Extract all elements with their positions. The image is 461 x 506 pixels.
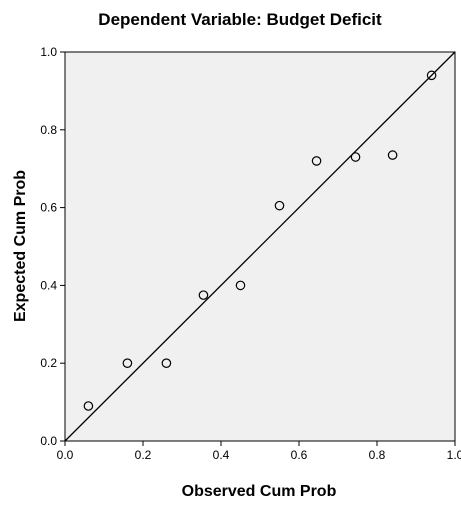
data-point <box>83 401 94 411</box>
chart-title: Dependent Variable: Budget Deficit <box>98 10 382 29</box>
x-axis-ticks: 0.0 0.2 0.4 0.6 0.8 1.0 <box>57 441 461 462</box>
data-points <box>83 70 437 411</box>
reference-line-group <box>64 51 456 442</box>
data-point <box>426 70 437 81</box>
data-point <box>387 150 398 160</box>
data-point <box>161 358 172 368</box>
data-point <box>198 290 209 300</box>
y-tick-label: 1.0 <box>40 45 57 59</box>
x-tick-label: 1.0 <box>447 448 461 462</box>
y-axis-title: Expected Cum Prob <box>12 170 29 322</box>
x-axis-title: Observed Cum Prob <box>182 483 337 500</box>
y-tick-label: 0.0 <box>40 434 57 448</box>
data-point <box>235 280 246 291</box>
y-tick-label: 0.6 <box>40 201 57 215</box>
data-point <box>274 200 285 211</box>
x-tick-label: 0.6 <box>291 448 308 462</box>
reference-line <box>64 51 456 442</box>
y-tick-label: 0.4 <box>40 278 57 292</box>
y-axis-ticks: 0.0 0.2 0.4 0.6 0.8 1.0 <box>40 45 65 448</box>
data-point <box>350 152 361 162</box>
x-tick-label: 0.2 <box>135 448 152 462</box>
x-tick-label: 0.8 <box>369 448 386 462</box>
x-tick-label: 0.4 <box>213 448 230 462</box>
data-point <box>311 156 322 166</box>
data-point <box>122 358 133 368</box>
y-tick-label: 0.8 <box>40 123 57 137</box>
y-tick-label: 0.2 <box>40 356 57 370</box>
x-tick-label: 0.0 <box>57 448 74 462</box>
